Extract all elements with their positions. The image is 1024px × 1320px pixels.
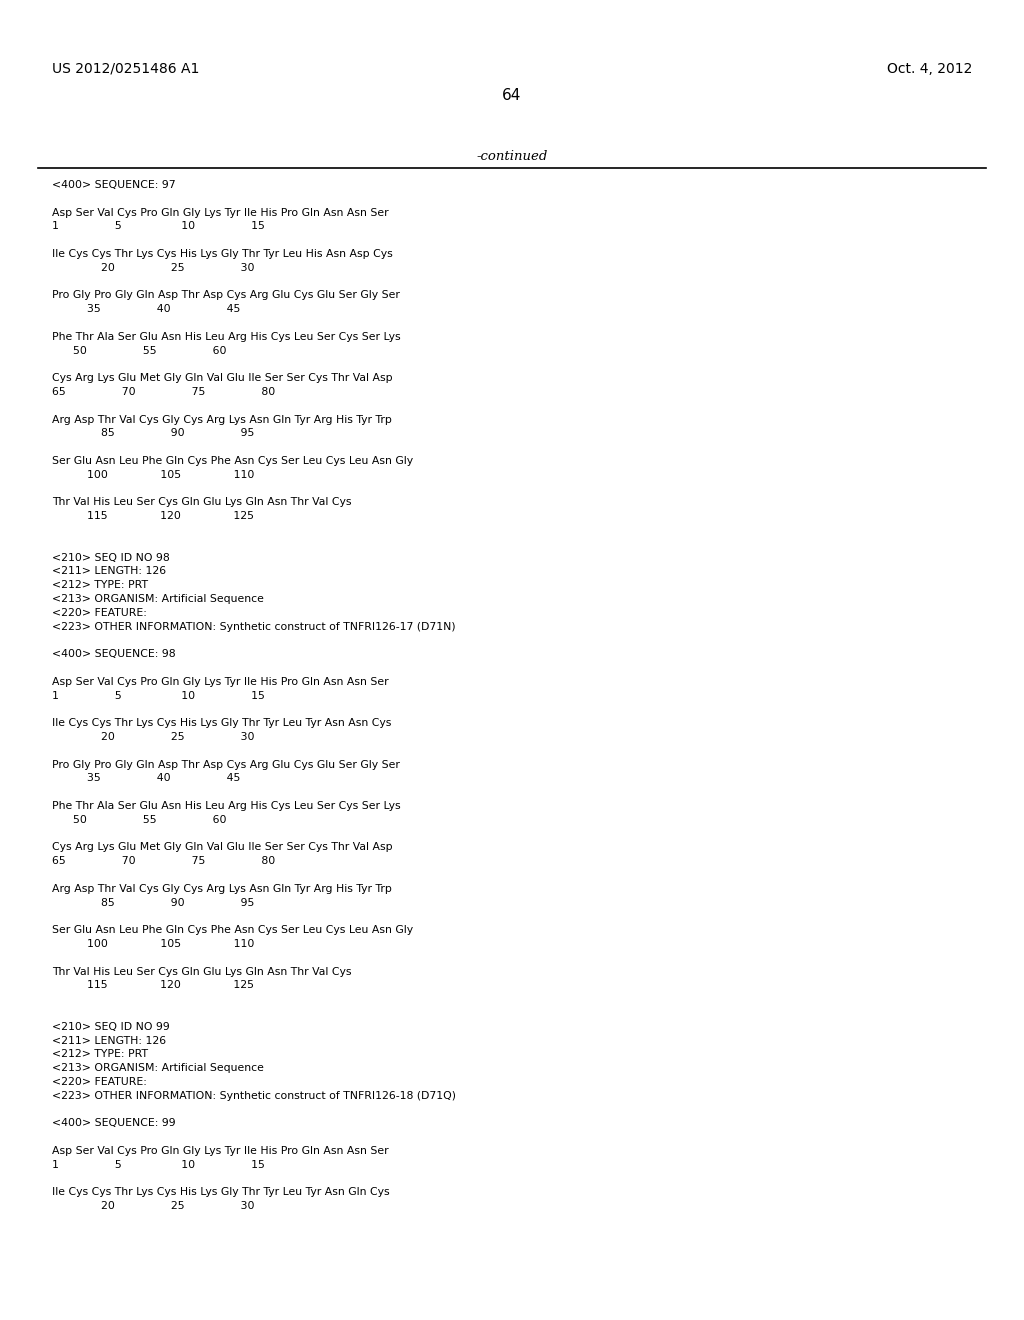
- Text: 20                25                30: 20 25 30: [52, 263, 255, 273]
- Text: 85                90                95: 85 90 95: [52, 898, 254, 908]
- Text: Thr Val His Leu Ser Cys Gln Glu Lys Gln Asn Thr Val Cys: Thr Val His Leu Ser Cys Gln Glu Lys Gln …: [52, 966, 351, 977]
- Text: <210> SEQ ID NO 98: <210> SEQ ID NO 98: [52, 553, 170, 562]
- Text: Pro Gly Pro Gly Gln Asp Thr Asp Cys Arg Glu Cys Glu Ser Gly Ser: Pro Gly Pro Gly Gln Asp Thr Asp Cys Arg …: [52, 290, 400, 301]
- Text: Thr Val His Leu Ser Cys Gln Glu Lys Gln Asn Thr Val Cys: Thr Val His Leu Ser Cys Gln Glu Lys Gln …: [52, 498, 351, 507]
- Text: 64: 64: [503, 88, 521, 103]
- Text: Cys Arg Lys Glu Met Gly Gln Val Glu Ile Ser Ser Cys Thr Val Asp: Cys Arg Lys Glu Met Gly Gln Val Glu Ile …: [52, 842, 392, 853]
- Text: 1                5                 10                15: 1 5 10 15: [52, 1160, 265, 1170]
- Text: 35                40                45: 35 40 45: [52, 774, 241, 783]
- Text: <212> TYPE: PRT: <212> TYPE: PRT: [52, 1049, 148, 1060]
- Text: 65                70                75                80: 65 70 75 80: [52, 857, 275, 866]
- Text: Asp Ser Val Cys Pro Gln Gly Lys Tyr Ile His Pro Gln Asn Asn Ser: Asp Ser Val Cys Pro Gln Gly Lys Tyr Ile …: [52, 1146, 389, 1156]
- Text: Pro Gly Pro Gly Gln Asp Thr Asp Cys Arg Glu Cys Glu Ser Gly Ser: Pro Gly Pro Gly Gln Asp Thr Asp Cys Arg …: [52, 759, 400, 770]
- Text: Ser Glu Asn Leu Phe Gln Cys Phe Asn Cys Ser Leu Cys Leu Asn Gly: Ser Glu Asn Leu Phe Gln Cys Phe Asn Cys …: [52, 925, 413, 935]
- Text: -continued: -continued: [476, 150, 548, 162]
- Text: Oct. 4, 2012: Oct. 4, 2012: [887, 62, 972, 77]
- Text: <223> OTHER INFORMATION: Synthetic construct of TNFRI126-17 (D71N): <223> OTHER INFORMATION: Synthetic const…: [52, 622, 456, 631]
- Text: 1                5                 10                15: 1 5 10 15: [52, 690, 265, 701]
- Text: <400> SEQUENCE: 98: <400> SEQUENCE: 98: [52, 649, 176, 659]
- Text: Ile Cys Cys Thr Lys Cys His Lys Gly Thr Tyr Leu His Asn Asp Cys: Ile Cys Cys Thr Lys Cys His Lys Gly Thr …: [52, 249, 393, 259]
- Text: Asp Ser Val Cys Pro Gln Gly Lys Tyr Ile His Pro Gln Asn Asn Ser: Asp Ser Val Cys Pro Gln Gly Lys Tyr Ile …: [52, 207, 389, 218]
- Text: Arg Asp Thr Val Cys Gly Cys Arg Lys Asn Gln Tyr Arg His Tyr Trp: Arg Asp Thr Val Cys Gly Cys Arg Lys Asn …: [52, 884, 392, 894]
- Text: <220> FEATURE:: <220> FEATURE:: [52, 1077, 146, 1086]
- Text: <400> SEQUENCE: 97: <400> SEQUENCE: 97: [52, 180, 176, 190]
- Text: 65                70                75                80: 65 70 75 80: [52, 387, 275, 397]
- Text: Ser Glu Asn Leu Phe Gln Cys Phe Asn Cys Ser Leu Cys Leu Asn Gly: Ser Glu Asn Leu Phe Gln Cys Phe Asn Cys …: [52, 455, 413, 466]
- Text: 115               120               125: 115 120 125: [52, 981, 254, 990]
- Text: Arg Asp Thr Val Cys Gly Cys Arg Lys Asn Gln Tyr Arg His Tyr Trp: Arg Asp Thr Val Cys Gly Cys Arg Lys Asn …: [52, 414, 392, 425]
- Text: 35                40                45: 35 40 45: [52, 304, 241, 314]
- Text: 20                25                30: 20 25 30: [52, 733, 255, 742]
- Text: <400> SEQUENCE: 99: <400> SEQUENCE: 99: [52, 1118, 176, 1129]
- Text: Phe Thr Ala Ser Glu Asn His Leu Arg His Cys Leu Ser Cys Ser Lys: Phe Thr Ala Ser Glu Asn His Leu Arg His …: [52, 801, 400, 810]
- Text: US 2012/0251486 A1: US 2012/0251486 A1: [52, 62, 200, 77]
- Text: Asp Ser Val Cys Pro Gln Gly Lys Tyr Ile His Pro Gln Asn Asn Ser: Asp Ser Val Cys Pro Gln Gly Lys Tyr Ile …: [52, 677, 389, 686]
- Text: 100               105               110: 100 105 110: [52, 470, 254, 479]
- Text: <211> LENGTH: 126: <211> LENGTH: 126: [52, 566, 166, 577]
- Text: <210> SEQ ID NO 99: <210> SEQ ID NO 99: [52, 1022, 170, 1032]
- Text: <220> FEATURE:: <220> FEATURE:: [52, 607, 146, 618]
- Text: <211> LENGTH: 126: <211> LENGTH: 126: [52, 1036, 166, 1045]
- Text: 85                90                95: 85 90 95: [52, 429, 254, 438]
- Text: Cys Arg Lys Glu Met Gly Gln Val Glu Ile Ser Ser Cys Thr Val Asp: Cys Arg Lys Glu Met Gly Gln Val Glu Ile …: [52, 374, 392, 383]
- Text: <212> TYPE: PRT: <212> TYPE: PRT: [52, 581, 148, 590]
- Text: <223> OTHER INFORMATION: Synthetic construct of TNFRI126-18 (D71Q): <223> OTHER INFORMATION: Synthetic const…: [52, 1090, 456, 1101]
- Text: Phe Thr Ala Ser Glu Asn His Leu Arg His Cys Leu Ser Cys Ser Lys: Phe Thr Ala Ser Glu Asn His Leu Arg His …: [52, 331, 400, 342]
- Text: 100               105               110: 100 105 110: [52, 939, 254, 949]
- Text: 20                25                30: 20 25 30: [52, 1201, 255, 1212]
- Text: 1                5                 10                15: 1 5 10 15: [52, 222, 265, 231]
- Text: <213> ORGANISM: Artificial Sequence: <213> ORGANISM: Artificial Sequence: [52, 594, 264, 605]
- Text: Ile Cys Cys Thr Lys Cys His Lys Gly Thr Tyr Leu Tyr Asn Gln Cys: Ile Cys Cys Thr Lys Cys His Lys Gly Thr …: [52, 1188, 389, 1197]
- Text: <213> ORGANISM: Artificial Sequence: <213> ORGANISM: Artificial Sequence: [52, 1063, 264, 1073]
- Text: 115               120               125: 115 120 125: [52, 511, 254, 521]
- Text: 50                55                60: 50 55 60: [52, 346, 226, 355]
- Text: 50                55                60: 50 55 60: [52, 814, 226, 825]
- Text: Ile Cys Cys Thr Lys Cys His Lys Gly Thr Tyr Leu Tyr Asn Asn Cys: Ile Cys Cys Thr Lys Cys His Lys Gly Thr …: [52, 718, 391, 729]
